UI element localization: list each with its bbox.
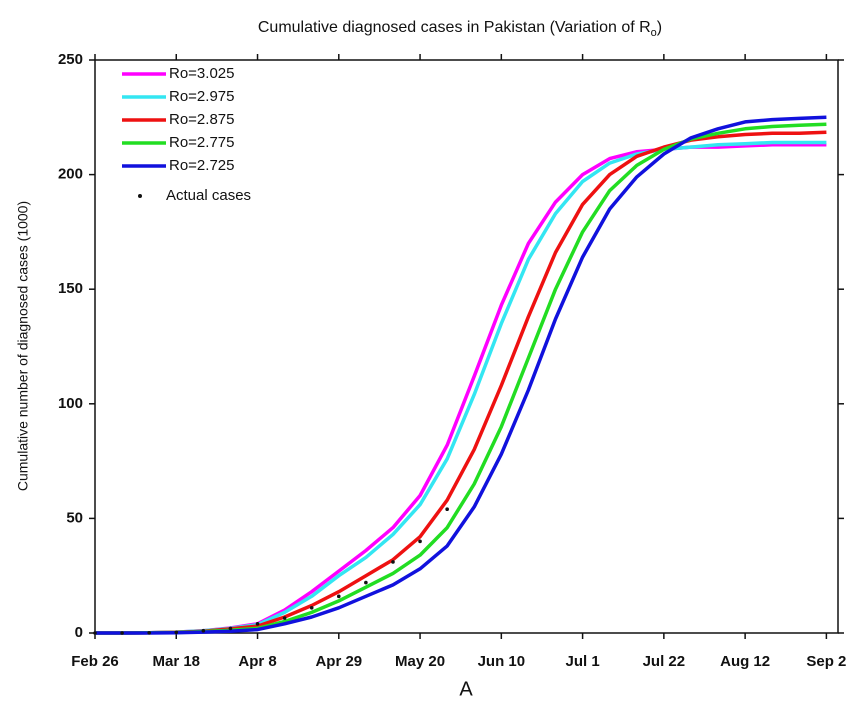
caption: A [459,678,473,700]
x-tick-label: Apr 8 [238,653,276,670]
y-axis-label: Cumulative number of diagnosed cases (10… [15,201,31,491]
data-point [282,616,287,620]
x-tick-label: Mar 18 [153,653,201,670]
y-tick-label: 0 [75,624,83,641]
data-point [445,507,449,512]
y-tick-label: 200 [58,166,83,183]
series-line [95,140,827,635]
data-point [93,631,97,635]
data-point [228,626,233,631]
legend-label: Ro=2.725 [169,157,234,174]
x-tick-label: Jul 22 [643,653,686,670]
y-tick-label: 150 [58,280,83,297]
title-part: ) [657,19,662,36]
data-point [255,622,260,626]
x-tick-label: Apr 29 [315,653,362,670]
data-point [364,580,368,585]
data-point [418,539,422,544]
legend-label: Ro=2.875 [169,111,234,128]
data-point [120,631,124,635]
title-part: Cumulative diagnosed cases in Pakistan (… [258,19,651,36]
x-tick-label: Sep 2 [806,653,846,670]
series-line [95,115,827,635]
y-tick-label: 250 [58,51,83,68]
chart-title: Cumulative diagnosed cases in Pakistan (… [258,19,662,39]
legend-label: Ro=2.975 [169,88,234,105]
data-point [147,630,151,635]
x-tick-label: May 20 [395,653,445,670]
y-tick-label: 50 [66,509,83,526]
y-tick-label: 100 [58,395,83,412]
title-part: o [651,27,657,39]
series-line [95,130,827,635]
x-tick-label: Aug 12 [720,653,770,670]
data-point [201,628,206,633]
data-point [336,594,341,599]
x-tick-label: Feb 26 [71,653,119,670]
plot-frame [94,59,839,634]
legend-label: Ro=2.775 [169,134,234,151]
legend-label: Actual cases [166,187,251,204]
legend-marker [138,194,142,198]
data-point [309,605,314,610]
series-line [95,143,827,635]
legend-label: Ro=3.025 [169,65,234,82]
data-point [174,630,179,635]
data-point [391,560,395,564]
x-tick-label: Jun 10 [478,653,526,670]
x-tick-label: Jul 1 [566,653,600,670]
